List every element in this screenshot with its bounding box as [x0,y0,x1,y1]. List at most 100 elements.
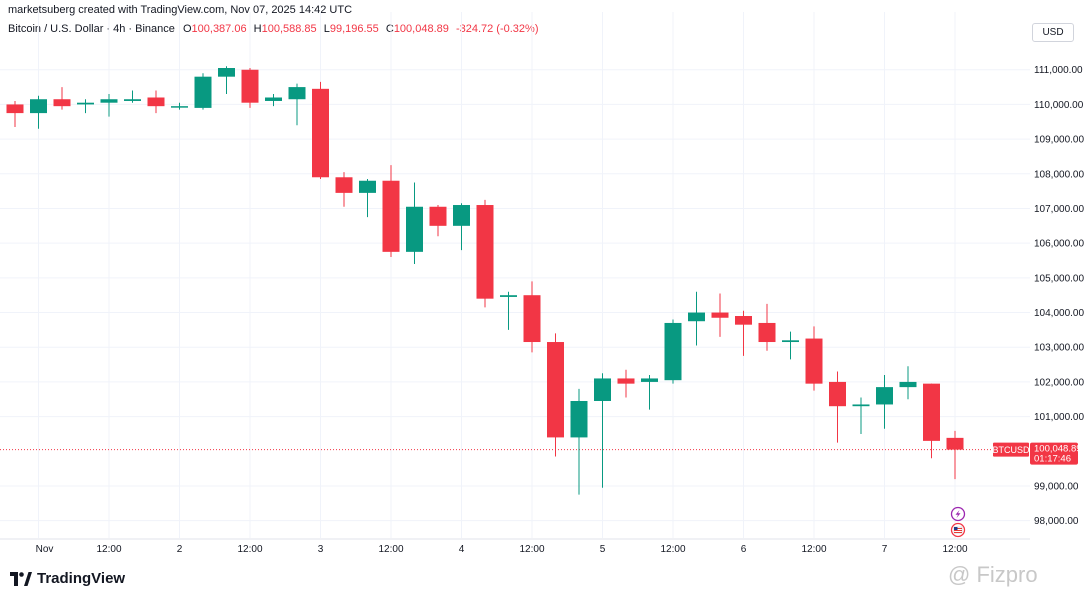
y-tick-label: 108,000.00 [1034,169,1084,180]
candle-body [946,437,964,450]
y-tick-label: 107,000.00 [1034,204,1084,215]
candle-up [194,73,212,110]
tradingview-logo[interactable]: TradingView [10,570,125,587]
close-key: C [385,23,394,35]
candle-down [523,281,541,353]
candle-body [876,387,893,405]
x-tick-label: Nov [36,544,54,555]
symbol-legend: Bitcoin / U.S. Dollar · 4h · Binance O 10… [8,23,538,35]
flag-icon-stripe [954,530,962,531]
candle-down [547,333,564,457]
symbol-title: Bitcoin / U.S. Dollar · 4h · Binance [8,23,175,35]
candle-down [946,430,964,480]
flag-icon-stripe [954,532,962,533]
x-tick-label: 12:00 [96,544,121,555]
candle-body [124,99,141,101]
x-tick-label: 12:00 [237,544,262,555]
candle-body [476,205,494,299]
y-tick-label: 104,000.00 [1034,308,1084,319]
candle-up [688,291,705,346]
candle-up [406,182,423,264]
candle-body [100,99,118,103]
candle-body [500,295,517,297]
high-value: 100,588.85 [261,23,317,35]
candle-up [100,94,118,117]
candle-body [6,104,24,114]
candle-down [147,90,165,114]
candle-up [641,374,658,410]
candle-body [218,68,235,77]
candle-up [288,83,306,126]
low-value: 99,196.55 [329,23,379,35]
candle-body [523,295,541,343]
candle-up [453,203,470,251]
y-tick-label: 102,000.00 [1034,377,1084,388]
candle-down [735,310,752,356]
candle-up [124,90,141,103]
x-tick-label: 6 [741,544,747,555]
candle-body [265,97,282,101]
price-tag-bg [1030,442,1078,465]
open-key: O [182,23,192,35]
flag-icon-stripe [954,528,962,529]
change-value: -324.72 (-0.32%) [455,23,539,35]
candle-body [453,205,470,226]
x-tick-label: 12:00 [519,544,544,555]
candle-body [899,381,917,388]
y-tick-label: 98,000.00 [1034,516,1079,527]
candle-down [312,81,329,180]
symbol-tag-label: BTCUSD [992,445,1030,455]
candle-body [617,378,635,384]
candle-up [171,102,188,110]
candles-layer [6,66,964,495]
candle-body [782,340,799,343]
tradingview-logo-icon [10,571,32,586]
x-tick-label: 12:00 [660,544,685,555]
y-tick-label: 103,000.00 [1034,343,1084,354]
candle-down [829,371,846,443]
candle-body [77,102,94,105]
candle-body [805,338,823,384]
x-tick-label: 4 [459,544,465,555]
y-tick-label: 110,000.00 [1034,100,1084,111]
x-tick-label: 3 [318,544,324,555]
candle-body [382,180,400,252]
low-key: L [323,23,330,35]
candle-body [171,106,188,108]
x-tick-label: 7 [882,544,888,555]
candle-body [53,99,71,107]
y-tick-label: 101,000.00 [1034,412,1084,423]
close-value: 100,048.89 [393,23,449,35]
candle-up [664,319,682,384]
candle-body [688,312,705,322]
price-tag-value: 100,048.89 [1034,444,1082,455]
candle-body [923,383,940,441]
candle-body [852,404,870,407]
x-tick-label: 12:00 [801,544,826,555]
grid-layer [0,12,1030,538]
candle-up [594,373,611,488]
candle-body [711,312,729,318]
lightning-icon-bolt [955,510,961,518]
candle-up [30,95,47,129]
y-tick-label: 105,000.00 [1034,273,1084,284]
candle-body [829,381,846,407]
candle-body [288,87,306,100]
candle-down [53,87,71,110]
high-key: H [253,23,262,35]
axis-layer: 111,000.00 110,000.00 109,000.00 108,000.00… [0,65,1084,555]
candle-up [265,94,282,107]
candle-body [547,342,564,438]
us-flag-icon[interactable] [950,522,966,538]
candle-down [6,100,24,127]
y-tick-label: 111,000.00 [1034,65,1083,76]
lightning-icon[interactable] [950,506,966,522]
candle-down [476,199,494,308]
tradingview-logo-text: TradingView [37,570,126,587]
candle-down [805,326,823,391]
flag-icon-canton [954,527,958,530]
currency-selector[interactable]: USD [1032,23,1074,42]
candle-body [641,378,658,382]
